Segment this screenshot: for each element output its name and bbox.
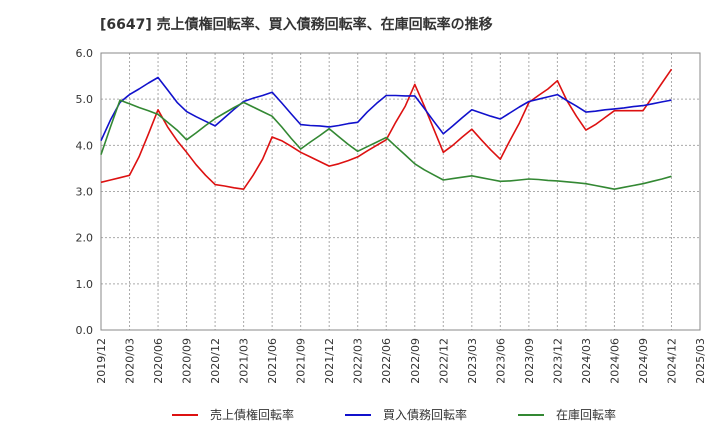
x-tick-label: 2024/09: [637, 338, 650, 384]
series: [100, 68, 673, 190]
x-tick-label: 2024/06: [608, 338, 621, 384]
x-tick-label: 2024/03: [580, 338, 593, 384]
x-tick-label: 2021/12: [323, 338, 336, 384]
x-tick-label: 2022/09: [409, 338, 422, 384]
x-tick-label: 2023/09: [523, 338, 536, 384]
y-tick-label: 1.0: [76, 278, 94, 291]
legend-label-1: 売上債権回転率: [210, 407, 294, 422]
x-tick-label: 2022/06: [380, 338, 393, 384]
y-tick-label: 0.0: [76, 324, 94, 337]
legend-label-2: 買入債務回転率: [383, 407, 467, 422]
x-tick-label: 2020/09: [181, 338, 194, 384]
y-tick-label: 6.0: [76, 47, 94, 60]
legend-label-3: 在庫回転率: [556, 407, 616, 422]
x-tick-label: 2020/12: [209, 338, 222, 384]
x-tick-label: 2019/12: [95, 338, 108, 384]
series-line-3: [100, 99, 672, 190]
x-tick-label: 2021/06: [266, 338, 279, 384]
series-line-1: [100, 68, 673, 190]
x-tick-label: 2023/03: [466, 338, 479, 384]
y-tick-label: 5.0: [76, 93, 94, 106]
plot-frame: [100, 52, 701, 331]
x-tick-label: 2023/12: [551, 338, 564, 384]
x-tick-label: 2021/03: [238, 338, 251, 384]
legend: 売上債権回転率 買入債務回転率 在庫回転率: [172, 407, 616, 422]
x-tick-label: 2025/03: [694, 338, 707, 384]
axes: 0.0 1.0 2.0 3.0 4.0 5.0 6.0 2019/12 2020/03 2020/…: [76, 47, 708, 384]
y-tick-label: 2.0: [76, 232, 94, 245]
chart-title: [6647] 売上債権回転率、買入債務回転率、在庫回転率の推移: [100, 17, 493, 33]
y-tick-label: 3.0: [76, 186, 94, 199]
y-tick-label: 4.0: [76, 139, 94, 152]
grid: [101, 53, 700, 330]
x-tick-label: 2022/12: [437, 338, 450, 384]
x-tick-label: 2022/03: [352, 338, 365, 384]
x-tick-label: 2020/03: [124, 338, 137, 384]
series-line-2: [100, 76, 672, 142]
x-tick-label: 2021/09: [295, 338, 308, 384]
x-tick-label: 2023/06: [494, 338, 507, 384]
x-tick-label: 2020/06: [152, 338, 165, 384]
x-tick-label: 2024/12: [665, 338, 678, 384]
